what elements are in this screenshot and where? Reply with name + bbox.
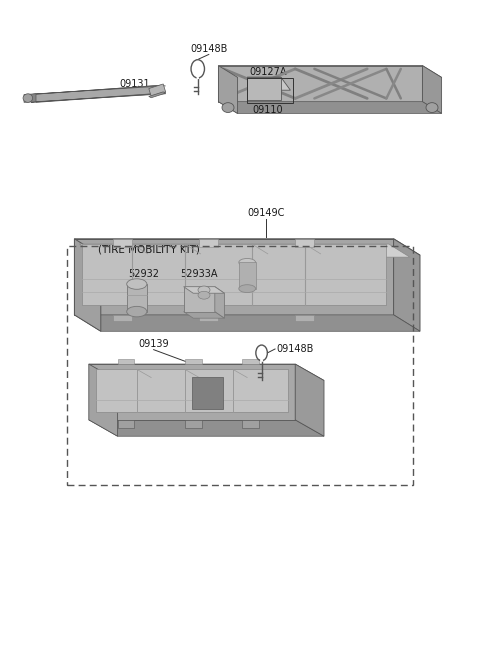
Polygon shape: [127, 284, 147, 312]
Ellipse shape: [222, 103, 234, 113]
Polygon shape: [183, 312, 225, 318]
Text: 52932: 52932: [129, 270, 159, 279]
Ellipse shape: [239, 258, 256, 266]
Polygon shape: [149, 92, 166, 98]
Text: 09131: 09131: [119, 79, 150, 89]
Ellipse shape: [198, 286, 210, 294]
Polygon shape: [149, 84, 166, 96]
Text: 09148B: 09148B: [276, 344, 313, 354]
Polygon shape: [74, 239, 394, 315]
Ellipse shape: [127, 306, 147, 317]
Polygon shape: [82, 244, 386, 305]
Polygon shape: [113, 315, 132, 321]
Polygon shape: [185, 359, 202, 364]
Polygon shape: [31, 85, 166, 94]
Polygon shape: [31, 85, 166, 102]
Ellipse shape: [426, 103, 438, 113]
Polygon shape: [218, 66, 238, 113]
Polygon shape: [394, 239, 420, 331]
Polygon shape: [79, 244, 410, 257]
Ellipse shape: [127, 279, 147, 289]
Text: 52933A: 52933A: [180, 270, 218, 279]
Polygon shape: [96, 369, 288, 412]
Polygon shape: [89, 420, 324, 436]
Polygon shape: [118, 420, 134, 428]
Polygon shape: [113, 239, 132, 247]
Polygon shape: [242, 359, 259, 364]
Polygon shape: [215, 287, 225, 318]
Text: 09149C: 09149C: [248, 208, 285, 218]
Polygon shape: [118, 359, 134, 364]
Polygon shape: [183, 287, 225, 293]
Polygon shape: [89, 364, 324, 380]
Polygon shape: [185, 420, 202, 428]
Polygon shape: [295, 239, 314, 247]
Polygon shape: [218, 102, 442, 113]
Polygon shape: [239, 262, 255, 289]
Polygon shape: [31, 93, 166, 102]
Polygon shape: [422, 66, 442, 113]
Text: 09139: 09139: [138, 339, 169, 349]
Polygon shape: [74, 239, 420, 255]
Polygon shape: [74, 239, 101, 331]
Ellipse shape: [198, 291, 210, 299]
Polygon shape: [218, 66, 422, 102]
Text: 09148B: 09148B: [190, 44, 228, 54]
Polygon shape: [295, 315, 314, 321]
Polygon shape: [247, 77, 281, 100]
Text: 09110: 09110: [252, 105, 283, 115]
Polygon shape: [89, 364, 118, 436]
Polygon shape: [74, 315, 420, 331]
Polygon shape: [192, 377, 223, 409]
Text: 09127A: 09127A: [250, 67, 287, 77]
Polygon shape: [218, 66, 442, 77]
Polygon shape: [247, 77, 290, 90]
Ellipse shape: [23, 94, 33, 102]
Polygon shape: [199, 239, 218, 247]
Bar: [247, 78, 293, 103]
Polygon shape: [242, 420, 259, 428]
Ellipse shape: [239, 285, 256, 293]
Text: (TIRE MOBILITY KIT): (TIRE MOBILITY KIT): [98, 245, 200, 255]
Polygon shape: [199, 315, 218, 321]
Polygon shape: [24, 94, 36, 102]
Polygon shape: [295, 364, 324, 436]
Polygon shape: [183, 287, 215, 312]
Polygon shape: [89, 364, 295, 420]
